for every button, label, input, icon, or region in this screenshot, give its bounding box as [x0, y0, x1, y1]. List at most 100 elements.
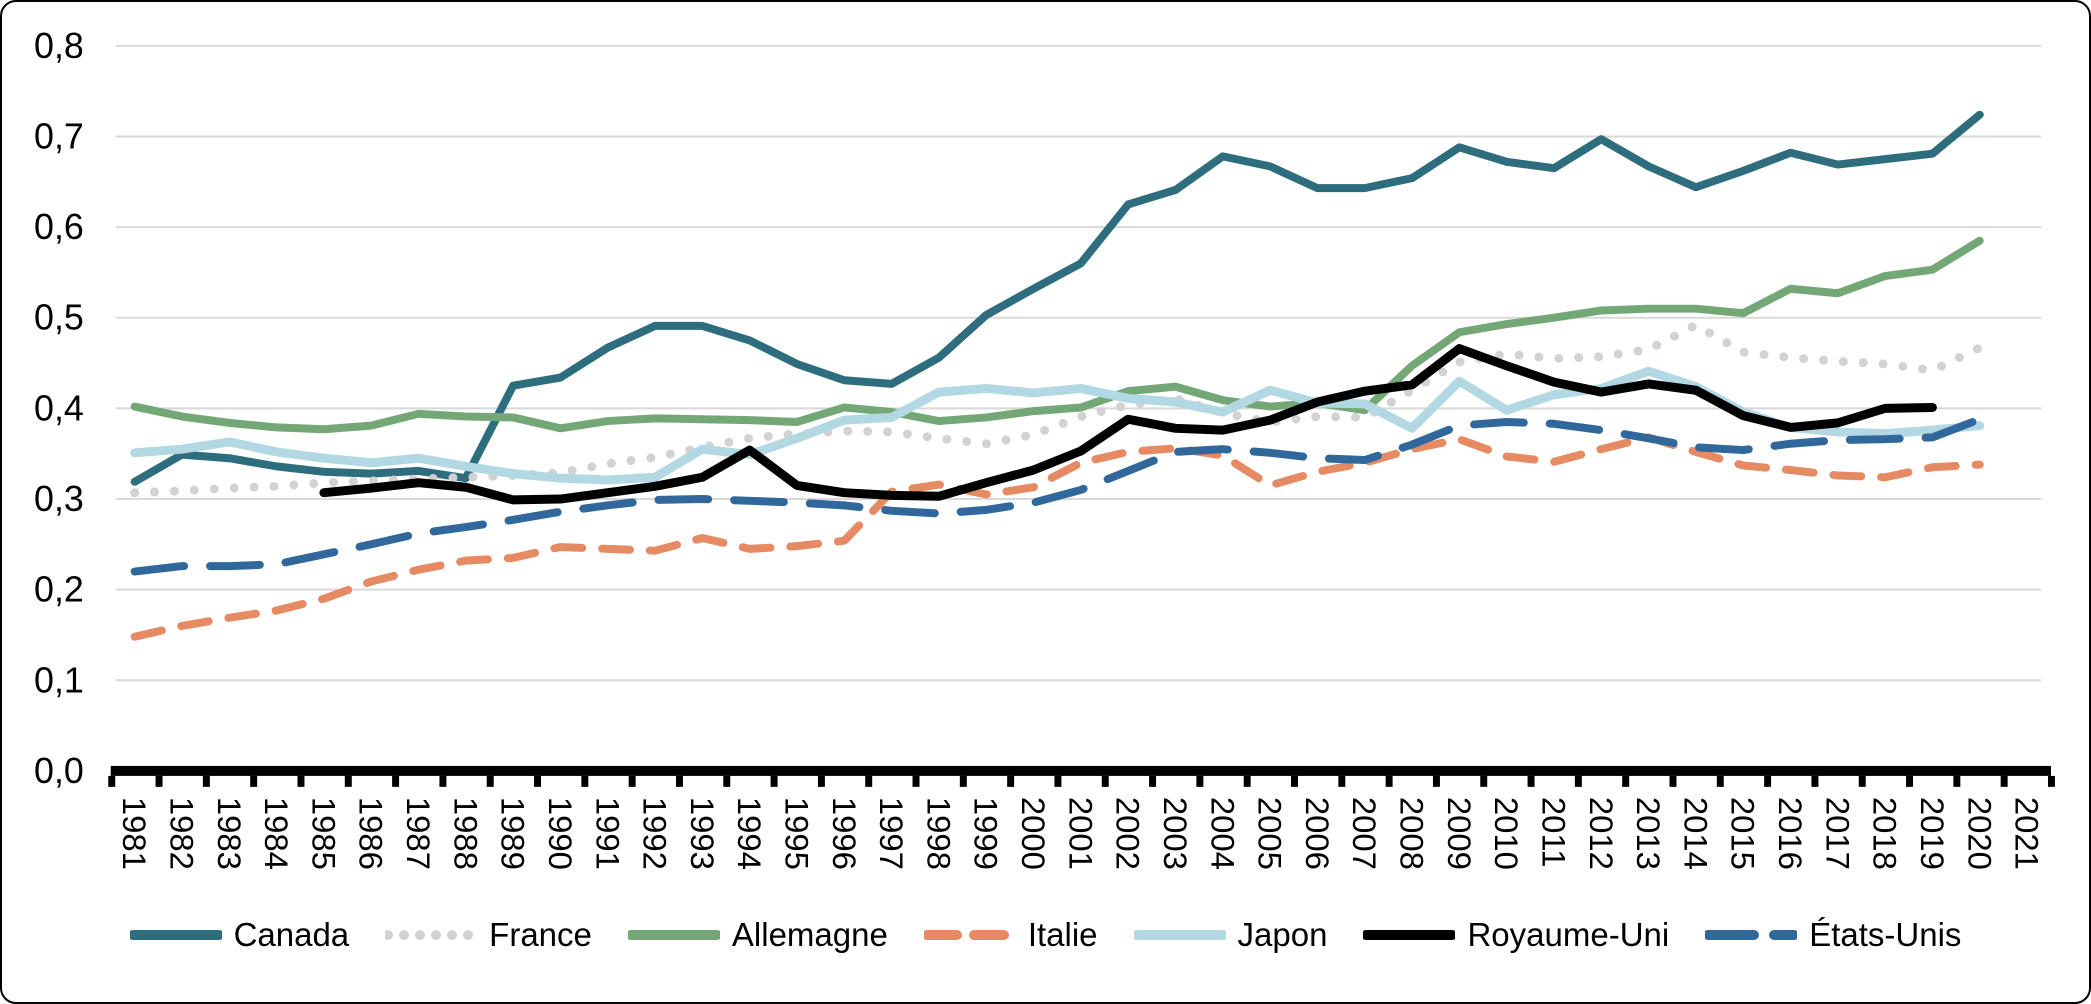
- y-axis-label: 0,4: [34, 388, 84, 428]
- x-axis-tick: [534, 775, 542, 787]
- x-axis-label: 1992: [637, 797, 674, 870]
- x-axis-line: [110, 765, 2051, 776]
- y-axis-label: 0,6: [34, 207, 84, 247]
- x-axis-label: 1998: [920, 797, 957, 870]
- legend-item-etats-unis: États-Unis: [1705, 916, 1961, 954]
- legend-swatch-france: [385, 930, 478, 940]
- x-axis-label: 1989: [495, 797, 532, 870]
- legend-swatch-etats-unis: [1705, 930, 1798, 940]
- x-axis-label: 2020: [1961, 797, 1998, 870]
- x-axis-label: 1997: [873, 797, 910, 870]
- x-axis-tick: [2000, 775, 2008, 787]
- x-axis-tick: [1574, 775, 1582, 787]
- x-axis-label: 2003: [1157, 797, 1194, 870]
- x-axis-label: 2000: [1015, 797, 1052, 870]
- x-axis-label: 2016: [1772, 797, 1809, 870]
- x-axis-label: 2012: [1583, 797, 1620, 870]
- series-line-france: [130, 320, 1985, 498]
- x-axis-tick: [1385, 775, 1393, 787]
- legend: Canada France Allemagne Italie Japon Roy…: [2, 916, 2089, 954]
- x-axis-tick: [1196, 775, 1204, 787]
- x-axis-label: 1983: [211, 797, 248, 870]
- x-axis-label: 2014: [1677, 797, 1714, 870]
- legend-item-japon: Japon: [1133, 916, 1328, 954]
- x-axis-tick: [2047, 775, 2055, 787]
- legend-item-allemagne: Allemagne: [627, 916, 888, 954]
- legend-item-canada: Canada: [129, 916, 350, 954]
- x-axis-tick: [1480, 775, 1488, 787]
- x-axis-tick: [912, 775, 920, 787]
- x-axis-label: 1990: [542, 797, 579, 870]
- x-axis-label: 2018: [1867, 797, 1904, 870]
- x-axis-label: 2021: [2009, 797, 2046, 870]
- x-axis-tick: [1054, 775, 1062, 787]
- x-axis-label: 2004: [1204, 797, 1241, 870]
- x-axis-tick: [1243, 775, 1251, 787]
- y-axis-label: 0,1: [34, 660, 84, 700]
- legend-label-italie: Italie: [1027, 916, 1098, 953]
- legend-label-canada: Canada: [233, 916, 350, 953]
- x-axis-tick: [108, 775, 116, 787]
- x-axis-label: 1981: [116, 797, 153, 870]
- x-axis-label: 2013: [1630, 797, 1667, 870]
- legend-item-royaume-uni: Royaume-Uni: [1363, 916, 1669, 954]
- y-axis-label: 0,5: [34, 298, 84, 338]
- x-axis-tick: [628, 775, 636, 787]
- x-axis-tick: [202, 775, 210, 787]
- legend-swatch-allemagne: [627, 930, 720, 940]
- series-line-japon: [130, 366, 1985, 485]
- x-axis-label: 2010: [1488, 797, 1525, 870]
- x-axis-label: 2002: [1110, 797, 1147, 870]
- legend-label-etats-unis: États-Unis: [1809, 916, 1962, 953]
- x-axis-tick: [1953, 775, 1961, 787]
- x-axis-tick: [1291, 775, 1298, 787]
- x-axis-label: 1982: [163, 797, 200, 870]
- x-axis-label: 2001: [1062, 797, 1099, 870]
- legend-label-japon: Japon: [1237, 916, 1328, 953]
- x-axis-label: 2008: [1394, 797, 1431, 870]
- x-axis-tick: [344, 775, 352, 787]
- x-axis-tick: [723, 775, 731, 787]
- x-axis-label: 1987: [400, 797, 437, 870]
- x-axis-tick: [1007, 775, 1015, 787]
- x-axis-label: 1991: [589, 797, 626, 870]
- series-line-etats-unis: [130, 415, 1984, 576]
- legend-swatch-royaume-uni: [1363, 930, 1456, 940]
- x-axis-tick: [675, 775, 683, 787]
- x-axis-label: 2005: [1252, 797, 1289, 870]
- x-axis-tick: [1101, 775, 1109, 787]
- x-axis-label: 1986: [353, 797, 390, 870]
- y-axis-label: 0,8: [34, 26, 84, 66]
- x-axis-tick: [1432, 775, 1440, 787]
- x-axis-tick: [392, 775, 400, 787]
- series-line-canada: [130, 110, 1984, 486]
- x-axis-label: 2015: [1725, 797, 1762, 870]
- x-axis-tick: [155, 775, 163, 787]
- y-axis-label: 0,3: [34, 479, 84, 519]
- x-axis-tick: [1858, 775, 1866, 787]
- x-axis-label: 1995: [778, 797, 815, 870]
- legend-swatch-canada: [129, 930, 222, 940]
- y-axis-label: 0,2: [34, 570, 84, 610]
- x-axis-tick: [250, 775, 258, 787]
- x-axis-tick: [1811, 775, 1819, 787]
- x-axis-tick: [817, 775, 825, 787]
- x-axis-tick: [1906, 775, 1914, 787]
- legend-swatch-italie: [923, 930, 1016, 940]
- x-axis-tick: [581, 775, 589, 787]
- x-axis-tick: [439, 775, 447, 787]
- x-axis-label: 2009: [1441, 797, 1478, 870]
- legend-label-france: France: [489, 916, 592, 953]
- x-axis-label: 1988: [447, 797, 484, 870]
- x-axis-label: 1994: [731, 797, 768, 870]
- x-axis-label: 2019: [1914, 797, 1951, 870]
- x-axis-label: 2006: [1299, 797, 1336, 870]
- x-axis-label: 2011: [1535, 797, 1572, 868]
- x-axis-label: 1993: [684, 797, 721, 870]
- legend-item-france: France: [385, 916, 592, 954]
- legend-label-allemagne: Allemagne: [731, 916, 888, 953]
- x-axis-label: 1985: [305, 797, 342, 870]
- x-axis-tick: [1716, 775, 1724, 787]
